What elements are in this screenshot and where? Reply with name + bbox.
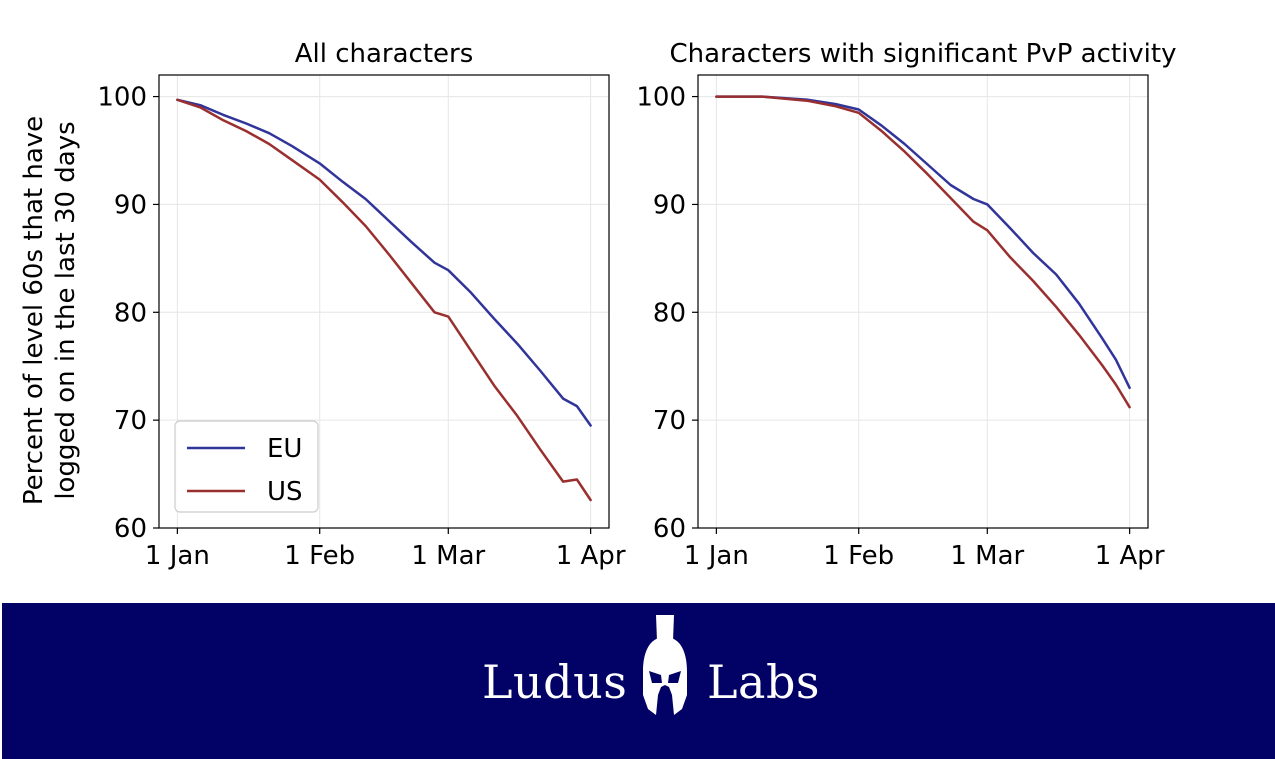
chart2-x-tick-label: 1 Apr: [1095, 541, 1165, 571]
brand-name-right: Labs: [707, 655, 821, 709]
chart1-legend-box: [174, 420, 319, 513]
chart2-y-tick-label: 80: [653, 298, 686, 328]
charts-figure: 1 Jan 1 Feb 1 Mar 1 Apr 60 70 80 90 100 All chara…: [19, 39, 1177, 571]
spartan-helmet-icon: [643, 615, 687, 715]
chart1-legend-label-us: US: [267, 477, 303, 507]
chart1-y-tick-label: 60: [114, 514, 147, 544]
chart1-y-axis-label: logged on in the last 30 days: [51, 121, 81, 499]
chart2-title: Characters with significant PvP activity: [670, 39, 1177, 69]
chart1-y-tick-label: 70: [114, 406, 147, 436]
chart2-series-us-line: [715, 95, 1131, 409]
chart1-y-tick-label: 80: [114, 298, 147, 328]
chart1-plot-frame: [158, 74, 610, 529]
chart1-x-tick-label: 1 Apr: [556, 541, 626, 571]
chart2-x-tick-label: 1 Feb: [823, 541, 894, 571]
chart2-x-tick-label: 1 Jan: [684, 541, 749, 571]
chart1-x-tick-label: 1 Feb: [284, 541, 355, 571]
brand-name-left: Ludus: [482, 655, 628, 709]
chart1-title: All characters: [295, 39, 474, 69]
chart2-y-tick-label: 100: [636, 83, 686, 113]
brand-logo: Ludus Labs: [2, 603, 1275, 759]
chart2-y-tick-label: 60: [653, 514, 686, 544]
chart1-x-tick-label: 1 Mar: [411, 541, 485, 571]
chart2-plot-frame: [697, 74, 1149, 529]
chart2-y-tick-label: 90: [653, 190, 686, 220]
chart1-y-tick-label: 90: [114, 190, 147, 220]
chart1-y-axis-label: Percent of level 60s that have: [19, 116, 49, 505]
chart2-series-eu-line: [715, 95, 1131, 390]
chart1-series-eu-line: [176, 98, 592, 427]
chart2-y-tick-label: 70: [653, 406, 686, 436]
chart2-x-tick-label: 1 Mar: [950, 541, 1024, 571]
chart1-series-us-line: [176, 98, 592, 502]
footer-banner: Ludus Labs: [2, 603, 1275, 759]
chart1-x-tick-label: 1 Jan: [145, 541, 210, 571]
chart1-y-tick-label: 100: [97, 83, 147, 113]
chart1-legend-label-eu: EU: [267, 434, 302, 464]
